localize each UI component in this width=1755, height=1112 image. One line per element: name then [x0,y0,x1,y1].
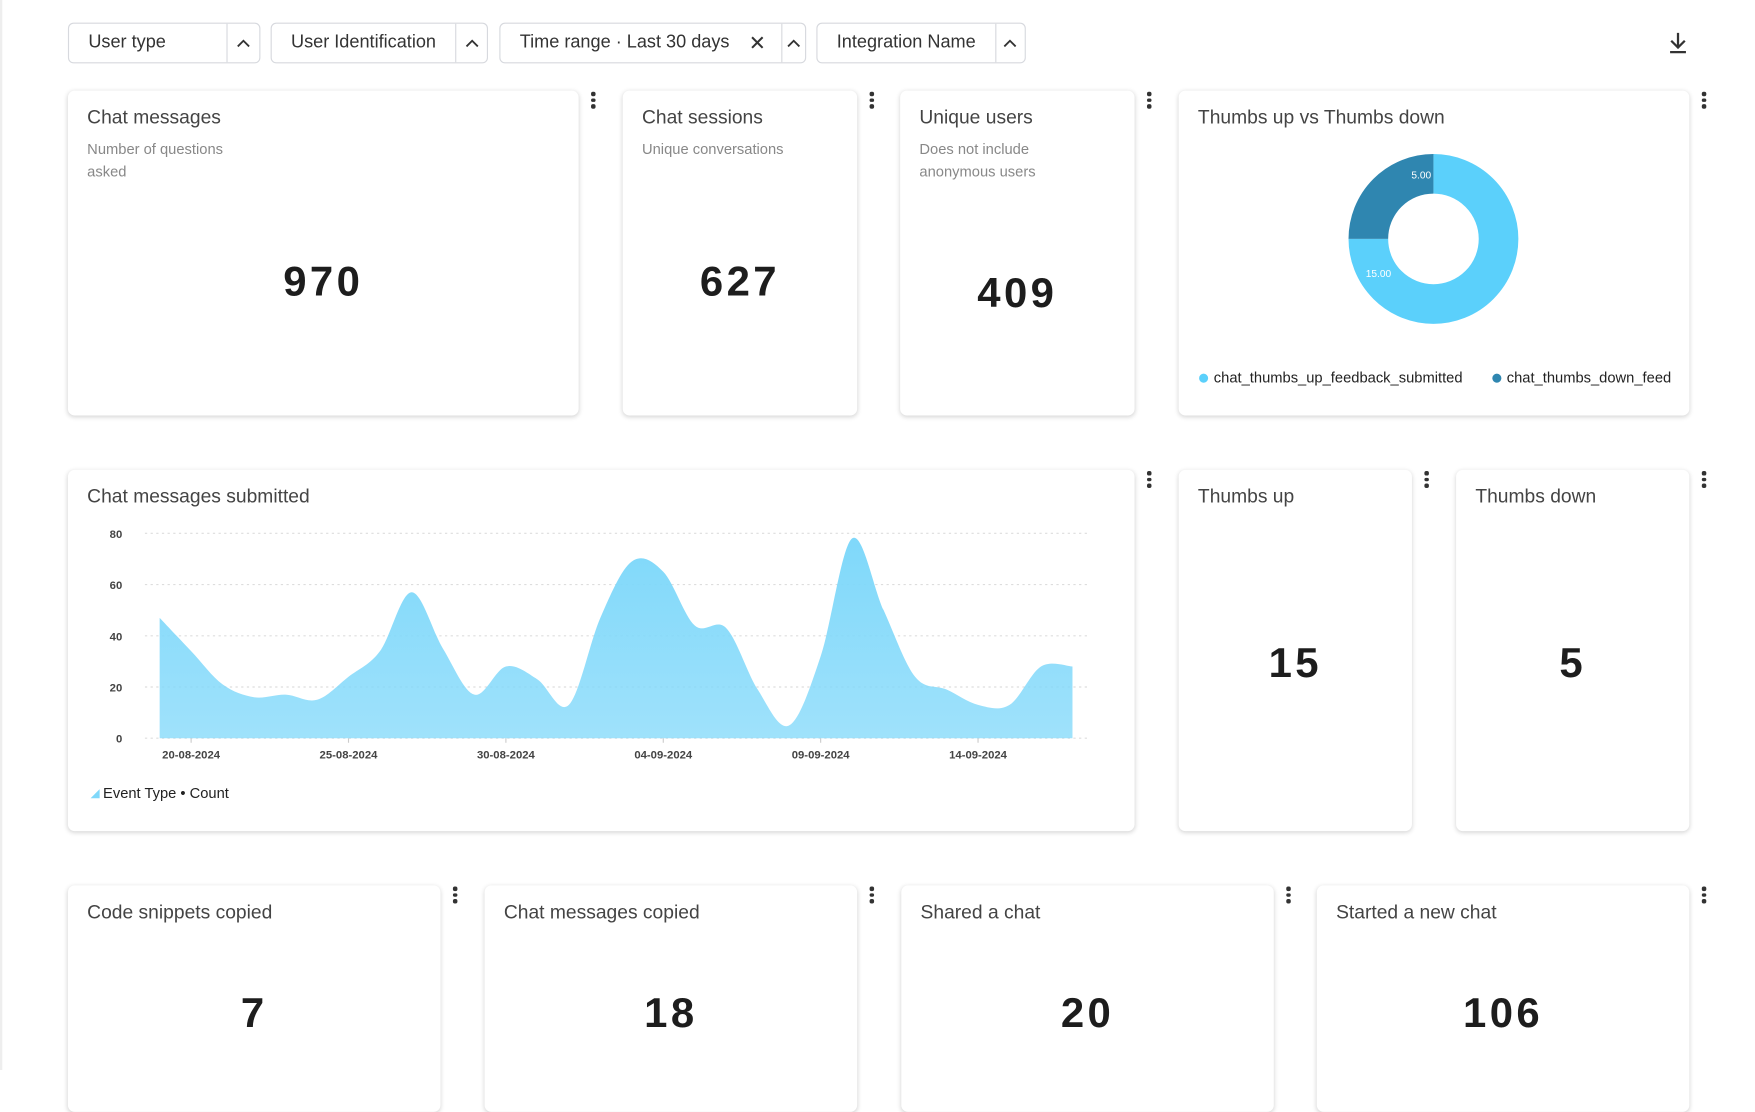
menu-button[interactable] [869,91,875,111]
filter-dropdown[interactable]: Time range · Last 30 days ✕ [499,22,807,64]
donut-chart: 15.00 5.00 [1348,153,1519,324]
kpi-card: Shared a chat 20 [901,885,1274,1112]
filter-dropdown[interactable]: Integration Name [816,22,1026,64]
kpi-card: Unique users Does not include anonymous u… [900,90,1135,416]
x-tick-label: 14-09-2024 [949,750,1008,762]
card-subtitle: Does not include anonymous users [919,140,1036,181]
menu-button[interactable] [1146,471,1152,490]
kpi-value: 627 [699,258,780,305]
download-icon [1670,32,1686,54]
kpi-value: 5 [1559,639,1587,687]
card-title: Thumbs down [1475,485,1597,508]
kpi-value: 106 [1463,989,1544,1037]
kpi-card: Chat messages Number of questions asked 97… [67,90,579,416]
legend-label: chat_thumbs_down_feedback_submitted [1506,369,1672,387]
card-title: Started a new chat [1336,901,1497,923]
filter-label: Time range · Last 30 days [519,32,730,53]
filter-label: Integration Name [836,32,976,53]
filter-dropdown[interactable]: User type [67,22,261,64]
kpi-value: 970 [283,258,364,305]
kpi-card: Code snippets copied 7 [67,885,441,1112]
legend-item: chat_thumbs_up_feedback_submitted [1199,369,1463,387]
donut-segment [1348,153,1435,240]
menu-button[interactable] [869,886,875,906]
x-tick-label: 09-09-2024 [792,750,851,762]
card-title: Thumbs up [1197,485,1295,508]
card-title: Chat messages [87,106,221,128]
kpi-value: 409 [977,269,1058,316]
caret[interactable] [455,23,487,63]
y-tick-label: 80 [110,529,123,541]
caret-icon [1004,39,1017,48]
y-tick-label: 60 [110,580,123,592]
caret-icon [787,39,801,48]
kpi-card: Thumbs up 15 [1178,469,1412,832]
x-tick-label: 30-08-2024 [477,750,536,762]
area-chart: 0 20 40 60 80 20-08-2024 25-08-2024 30-08-2024 0… [90,529,1087,802]
card-title: Chat sessions [641,106,763,128]
filter-dropdown[interactable]: User Identification [270,22,489,64]
caret-icon [237,39,250,48]
x-tick-label: 20-08-2024 [162,750,221,762]
menu-button[interactable] [1424,471,1429,490]
caret[interactable] [994,23,1025,63]
download-button[interactable] [1668,32,1688,60]
legend-label: Event Type • Count [103,786,229,802]
menu-button[interactable] [1146,91,1152,111]
menu-button[interactable] [1701,471,1707,490]
card-title: Code snippets copied [87,901,273,923]
filter-label: User Identification [290,32,436,53]
kpi-value: 18 [644,989,698,1037]
legend-item: chat_thumbs_down_feedback_submitted [1492,369,1671,386]
caret-icon [465,39,478,48]
kpi-value: 15 [1268,639,1323,687]
x-tick-label: 25-08-2024 [320,750,379,762]
legend-label: chat_thumbs_up_feedback_submitted [1213,369,1463,387]
menu-button[interactable] [1286,886,1291,906]
menu-button[interactable] [452,886,458,906]
card-subtitle: Number of questions asked [87,140,224,181]
chart-card: Chat messages submitted 0 20 40 60 80 20-08-20… [67,469,1135,832]
card-subtitle: Unique conversations [641,140,784,158]
y-tick-label: 0 [116,734,122,746]
clear-button[interactable]: ✕ [748,31,766,54]
chart-title: Chat messages submitted [87,485,310,508]
caret[interactable] [781,23,805,63]
filter-label: User type [88,32,166,53]
y-tick-label: 20 [110,683,123,695]
kpi-value: 7 [240,989,268,1037]
dashboard: User type User Identification Time range ·… [0,0,1707,1070]
donut-value-label: 5.00 [1411,170,1431,181]
y-tick-label: 40 [110,631,123,643]
donut-segment [1348,153,1519,324]
area [159,537,1073,739]
legend-swatch [90,789,100,799]
menu-button[interactable] [1701,886,1707,906]
donut-value-label: 15.00 [1366,269,1392,280]
kpi-card: Chat sessions Unique conversations 627 [622,90,858,416]
menu-button[interactable] [1701,91,1707,111]
caret[interactable] [226,23,259,63]
legend-swatch [1199,373,1209,383]
kpi-card: Thumbs down 5 [1456,469,1690,832]
kpi-value: 20 [1060,989,1115,1037]
donut-card: Thumbs up vs Thumbs down 15.00 5.00 chat_th… [1178,90,1690,416]
card-title: Unique users [919,106,1033,128]
menu-button[interactable] [591,91,596,111]
card-title: Chat messages copied [503,901,700,923]
kpi-card: Chat messages copied 18 [484,885,858,1112]
kpi-card: Started a new chat 106 [1316,885,1690,1112]
card-title: Shared a chat [920,901,1041,923]
legend: chat_thumbs_up_feedback_submitted chat_th… [1199,369,1671,392]
legend-swatch [1492,373,1502,383]
x-tick-label: 04-09-2024 [634,750,693,762]
card-title: Thumbs up vs Thumbs down [1197,106,1445,128]
